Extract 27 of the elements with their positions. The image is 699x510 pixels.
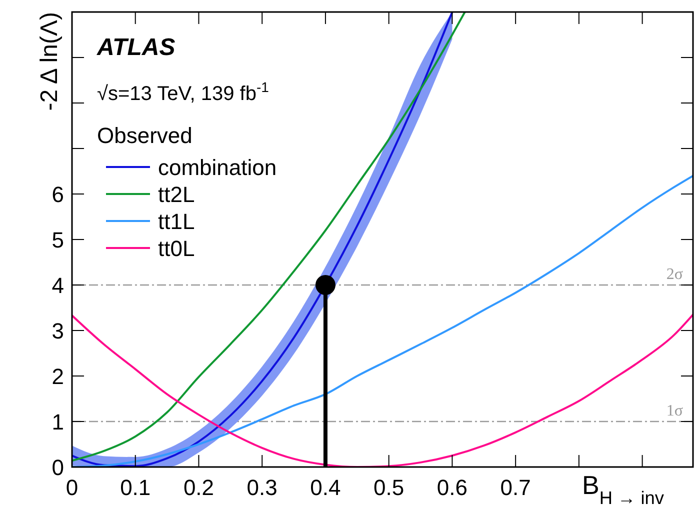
ref-line-label: 2σ (666, 266, 684, 283)
annotation: ATLAS (96, 34, 176, 61)
y-tick-label: 1 (52, 410, 64, 434)
legend-label: tt0L (158, 236, 195, 261)
y-axis-title: -2 Δ ln(Λ) (36, 12, 63, 111)
line-series (72, 314, 693, 467)
x-tick-label: 0.6 (436, 475, 468, 500)
x-tick-label: 0.4 (310, 475, 341, 500)
legend-label: tt1L (158, 209, 195, 234)
legend-label: combination (158, 155, 277, 180)
x-tick-label: 0.1 (120, 475, 151, 500)
x-tick-label: 0.7 (500, 475, 531, 500)
ref-line-label: 1σ (666, 402, 684, 420)
legend-label: tt2L (158, 182, 195, 207)
x-tick-label: 0.2 (183, 475, 214, 500)
annotation: √s=13 TeV, 139 fb$^{-1}$ (97, 79, 270, 105)
legend-title: Observed (97, 123, 192, 148)
y-tick-label: 2 (52, 364, 64, 389)
line-series (72, 174, 693, 467)
x-axis-title: B$_{H → inv}$ (582, 470, 665, 508)
y-tick-label: 5 (52, 228, 64, 252)
y-tick-label: 3 (52, 318, 64, 344)
y-tick-label: 6 (52, 182, 64, 207)
x-tick-label: 0.5 (374, 475, 404, 500)
x-tick-label: 0.3 (246, 475, 278, 500)
y-tick-label: 0 (52, 455, 64, 480)
y-tick-label: 4 (52, 273, 64, 298)
